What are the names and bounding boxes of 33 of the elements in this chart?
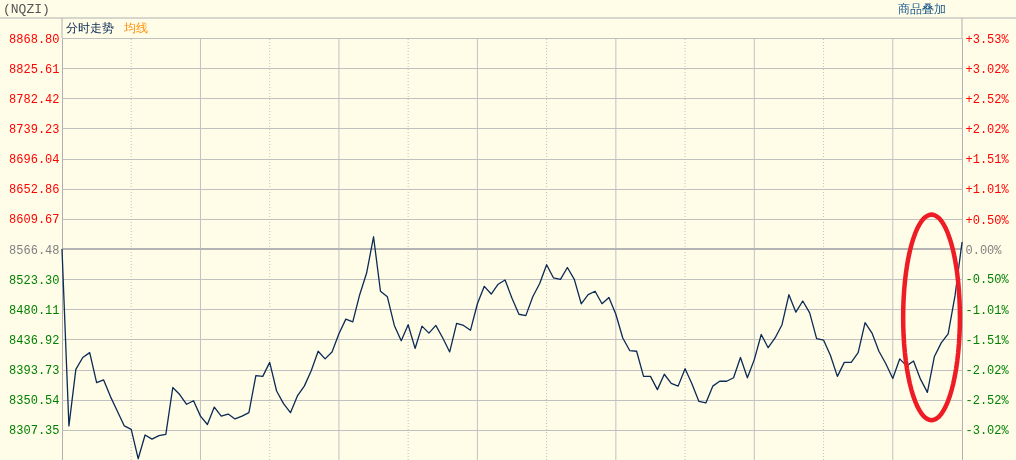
y2-tick-label: -1.01% <box>965 303 1010 318</box>
y-tick-label: 8350.54 <box>9 394 60 409</box>
y2-tick-label: +1.51% <box>965 153 1010 168</box>
y2-tick-label: +2.02% <box>965 122 1010 137</box>
y2-tick-label: 0.00% <box>965 243 1003 258</box>
y-tick-label: 8652.86 <box>9 183 60 198</box>
y-tick-label: 8739.23 <box>9 122 60 137</box>
chart-title: (NQZI) <box>3 2 50 17</box>
y2-tick-label: +2.52% <box>965 92 1010 107</box>
y2-tick-label: +3.02% <box>965 62 1010 77</box>
y-tick-label: 8307.35 <box>9 424 60 439</box>
text: 均线 <box>123 21 148 35</box>
y-tick-label: 8566.48 <box>9 243 60 258</box>
y-tick-label: 8696.04 <box>9 153 60 168</box>
y-tick-label: 8868.80 <box>9 32 60 47</box>
y-tick-label: 8825.61 <box>9 62 60 77</box>
y-tick-label: 8393.73 <box>9 364 60 379</box>
y2-tick-label: -1.51% <box>965 333 1010 348</box>
text: 商品叠加 <box>898 2 946 16</box>
y-tick-label: 8480.11 <box>9 303 60 318</box>
y-tick-label: 8609.67 <box>9 213 60 228</box>
y2-tick-label: -2.52% <box>965 394 1010 409</box>
y2-tick-label: +3.53% <box>965 32 1010 47</box>
y2-tick-label: +1.01% <box>965 183 1010 198</box>
line-series <box>61 236 963 460</box>
y2-tick-label: -0.50% <box>965 273 1010 288</box>
y-tick-label: 8523.30 <box>9 273 60 288</box>
y2-tick-label: +0.50% <box>965 213 1010 228</box>
y-tick-label: 8782.42 <box>9 92 60 107</box>
text: 分时走势 <box>66 21 114 35</box>
y2-tick-label: -2.02% <box>965 364 1010 379</box>
y2-tick-label: -3.02% <box>965 424 1010 439</box>
y-tick-label: 8436.92 <box>9 333 60 348</box>
